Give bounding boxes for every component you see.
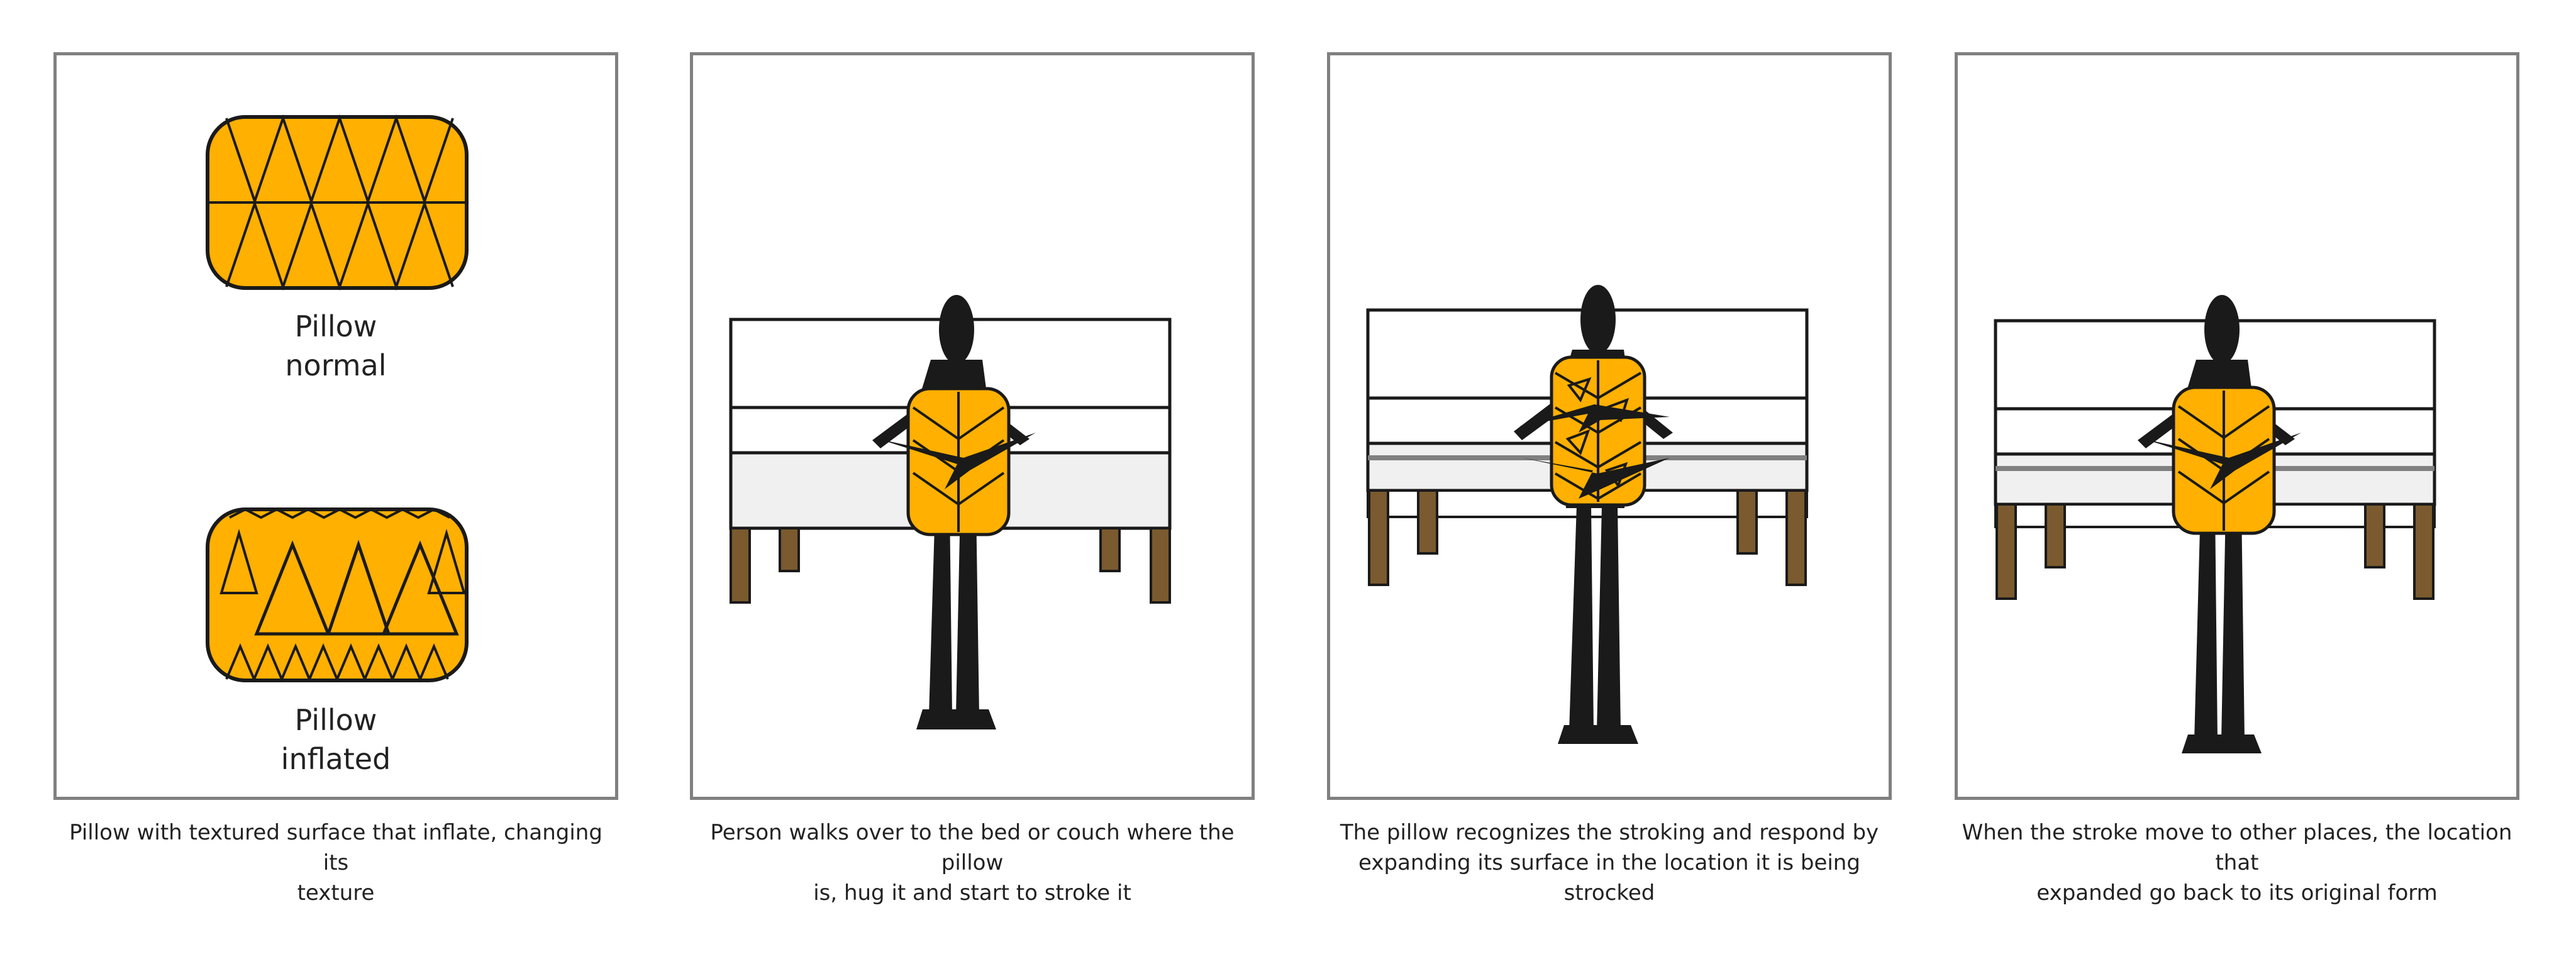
pillow-states-illustration	[206, 114, 469, 683]
arms-stroking-icon	[879, 433, 1036, 489]
arms-stroking-icon	[2144, 433, 2301, 489]
pillow-inflated-icon	[206, 507, 469, 683]
panel-pillow-responds	[1327, 52, 1892, 800]
pillow-inflated-label-line2: inflated	[280, 742, 391, 776]
caption-panel-4-line2: expanded go back to its original form	[2036, 880, 2438, 906]
pillow-normal-label-line1: Pillow	[294, 309, 377, 343]
caption-panel-3-line2: expanding its surface in the location it…	[1358, 850, 1860, 906]
pillow-normal-label-line2: normal	[285, 348, 387, 382]
pillow-inflated-label-line1: Pillow	[294, 703, 377, 737]
caption-panel-2: Person walks over to the bed or couch wh…	[690, 818, 1255, 908]
caption-panel-3: The pillow recognizes the stroking and r…	[1327, 818, 1892, 908]
arms-stroking-icon	[1519, 404, 1670, 499]
caption-panel-1: Pillow with textured surface that inflat…	[53, 818, 618, 908]
panel-pillow-returns	[1955, 52, 2519, 800]
panel-pillow-states: Pillow normal Pillow inflated	[53, 52, 618, 800]
panel-hug-and-stroke	[690, 52, 1255, 800]
respond-scene-illustration	[1366, 285, 1809, 744]
caption-panel-3-line1: The pillow recognizes the stroking and r…	[1340, 820, 1879, 845]
caption-panel-1-line2: texture	[297, 880, 375, 906]
caption-panel-2-line2: is, hug it and start to stroke it	[813, 880, 1131, 906]
hug-scene-illustration	[729, 295, 1172, 729]
pillow-normal-icon	[206, 114, 469, 291]
caption-panel-1-line1: Pillow with textured surface that inflat…	[69, 820, 602, 875]
caption-panel-4: When the stroke move to other places, th…	[1955, 818, 2519, 908]
return-scene-illustration	[1994, 295, 2436, 753]
caption-panel-2-line1: Person walks over to the bed or couch wh…	[710, 820, 1235, 875]
caption-panel-4-line1: When the stroke move to other places, th…	[1962, 820, 2512, 875]
